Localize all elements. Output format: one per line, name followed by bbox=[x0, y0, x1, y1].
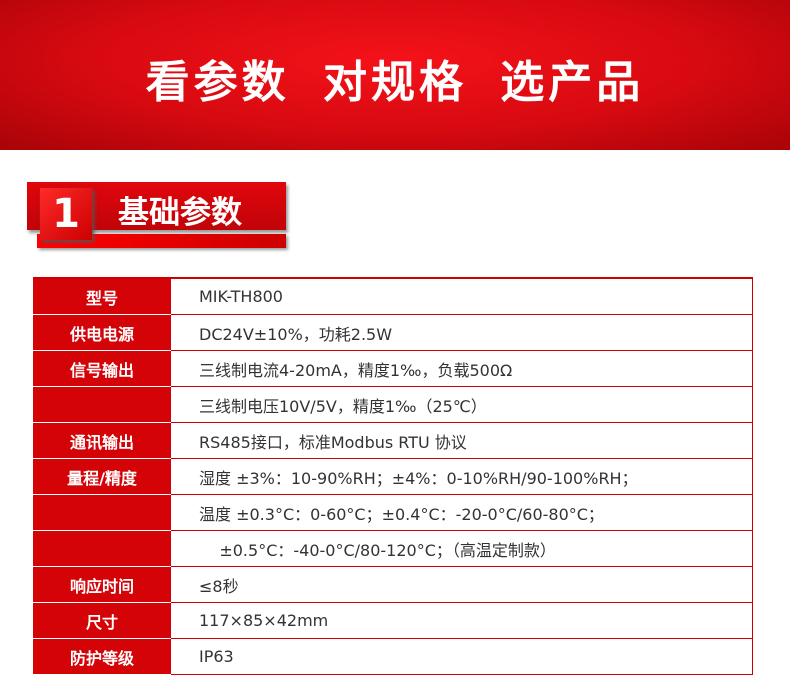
spec-value: MIK-TH800 bbox=[171, 277, 753, 315]
banner-title: 看参数 对规格 选产品 bbox=[145, 57, 645, 108]
section-underline bbox=[37, 234, 286, 248]
spec-label: 通讯输出 bbox=[33, 422, 171, 459]
section-header: 1 基础参数 bbox=[27, 182, 286, 248]
spec-label: 量程/精度 bbox=[33, 458, 171, 495]
spec-table: 型号 MIK-TH800 供电电源 DC24V±10%，功耗2.5W 信号输出 三线制电流… bbox=[33, 277, 753, 675]
spec-value: 三线制电压10V/5V，精度1‰（25℃） bbox=[171, 386, 753, 423]
spec-label: 尺寸 bbox=[33, 602, 171, 639]
spec-value: IP63 bbox=[171, 638, 753, 675]
table-row: 温度 ±0.3°C：0-60°C；±0.4°C：-20-0°C/60-80°C； bbox=[33, 494, 753, 531]
spec-value: ≤8秒 bbox=[171, 566, 753, 603]
table-row: 响应时间 ≤8秒 bbox=[33, 566, 753, 603]
section-title: 基础参数 bbox=[118, 195, 242, 231]
spec-value: DC24V±10%，功耗2.5W bbox=[171, 314, 753, 351]
table-row: 通讯输出 RS485接口，标准Modbus RTU 协议 bbox=[33, 422, 753, 459]
spec-value: 117×85×42mm bbox=[171, 602, 753, 639]
table-row: 量程/精度 湿度 ±3%：10-90%RH；±4%：0-10%RH/90-100%… bbox=[33, 458, 753, 495]
spec-label bbox=[33, 530, 171, 567]
spec-label: 信号输出 bbox=[33, 350, 171, 387]
table-row: 尺寸 117×85×42mm bbox=[33, 602, 753, 639]
table-row: 防护等级 IP63 bbox=[33, 638, 753, 675]
spec-label bbox=[33, 494, 171, 531]
spec-label: 响应时间 bbox=[33, 566, 171, 603]
section-number: 1 bbox=[40, 188, 92, 240]
spec-label: 供电电源 bbox=[33, 314, 171, 351]
table-row: ±0.5°C：-40-0°C/80-120°C；（高温定制款） bbox=[33, 530, 753, 567]
spec-value: RS485接口，标准Modbus RTU 协议 bbox=[171, 422, 753, 459]
spec-value: 温度 ±0.3°C：0-60°C；±0.4°C：-20-0°C/60-80°C； bbox=[171, 494, 753, 531]
table-row: 型号 MIK-TH800 bbox=[33, 277, 753, 315]
table-row: 供电电源 DC24V±10%，功耗2.5W bbox=[33, 314, 753, 351]
spec-label: 防护等级 bbox=[33, 638, 171, 675]
header-banner: 看参数 对规格 选产品 bbox=[0, 0, 790, 150]
spec-value: 湿度 ±3%：10-90%RH；±4%：0-10%RH/90-100%RH； bbox=[171, 458, 753, 495]
spec-label bbox=[33, 386, 171, 423]
spec-label: 型号 bbox=[33, 277, 171, 315]
table-row: 信号输出 三线制电流4-20mA，精度1‰，负载500Ω bbox=[33, 350, 753, 387]
table-row: 三线制电压10V/5V，精度1‰（25℃） bbox=[33, 386, 753, 423]
spec-value: 三线制电流4-20mA，精度1‰，负载500Ω bbox=[171, 350, 753, 387]
spec-value: ±0.5°C：-40-0°C/80-120°C；（高温定制款） bbox=[171, 530, 753, 567]
